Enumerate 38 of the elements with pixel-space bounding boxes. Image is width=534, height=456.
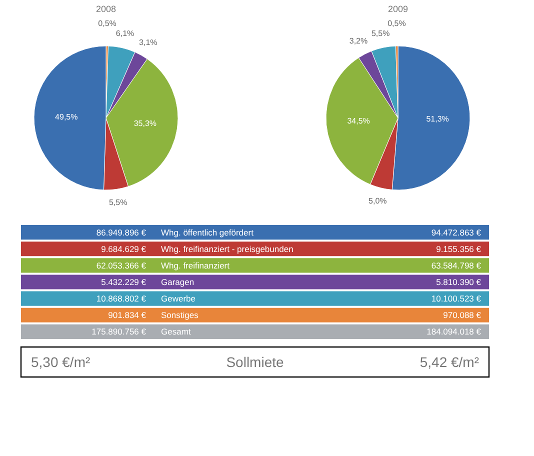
data-label: 51,3%	[426, 114, 449, 124]
text: 5,30 €/m²	[31, 354, 90, 370]
data-label: 34,5%	[347, 116, 370, 126]
data-label: 5,5%	[109, 198, 128, 208]
category-label: Sonstiges	[161, 310, 198, 320]
data-label: 901.834 €	[108, 310, 146, 320]
data-label: 3,1%	[139, 38, 158, 48]
data-label: 35,3%	[134, 118, 157, 128]
data-label: 0,5%	[98, 19, 116, 28]
data-label: 6,1%	[116, 29, 134, 38]
data-label: 86.949.896 €	[96, 227, 146, 238]
text: 5,42 €/m²	[420, 354, 480, 370]
data-label: 5,0%	[368, 196, 387, 206]
data-label: 5,5%	[371, 28, 390, 38]
category-label: Gewerbe	[161, 294, 196, 304]
category-label: Garagen	[161, 277, 194, 287]
data-label: 184.094.018 €	[426, 326, 482, 337]
data-label: 3,2%	[349, 36, 368, 46]
data-label: 5.810.390 €	[436, 277, 482, 287]
chart-title: 2009	[388, 4, 408, 14]
data-label: 62.053.366 €	[96, 260, 146, 270]
text: Sollmiete	[226, 354, 284, 370]
category-label: Gesamt	[161, 326, 192, 337]
data-label: 9.684.629 €	[101, 244, 146, 254]
category-label: Whg. öffentlich gefördert	[161, 227, 254, 238]
data-label: 63.584.798 €	[431, 260, 482, 270]
data-label: 175.890.756 €	[92, 326, 146, 337]
data-label: 5.432.229 €	[101, 277, 146, 287]
data-label: 49,5%	[55, 112, 78, 122]
data-label: 10.100.523 €	[431, 294, 482, 304]
data-label: 10.868.802 €	[96, 294, 146, 304]
data-label: 970.088 €	[443, 310, 482, 320]
category-label: Whg. freifinanziert - preisgebunden	[161, 244, 294, 254]
data-label: 94.472.863 €	[431, 227, 482, 238]
data-label: 9.155.356 €	[436, 244, 482, 254]
category-label: Whg. freifinanziert	[161, 260, 230, 270]
chart-title: 2008	[96, 4, 116, 14]
data-label: 0,5%	[388, 19, 406, 28]
